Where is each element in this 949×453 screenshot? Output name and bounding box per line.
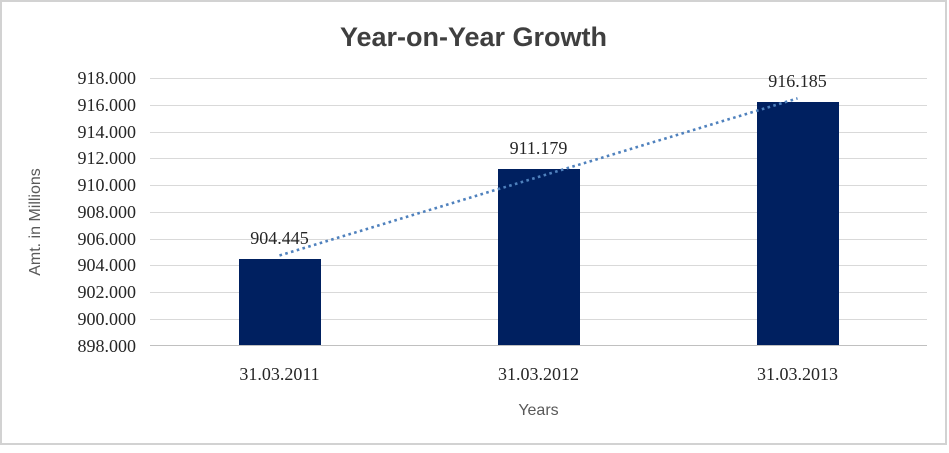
y-axis-tick-label: 898.000 [77, 335, 137, 356]
bar [238, 259, 321, 346]
y-axis-tick-label: 906.000 [77, 228, 137, 249]
y-axis-tick-label: 902.000 [77, 282, 137, 302]
y-axis-tick-label: 900.000 [77, 308, 137, 329]
y-axis-tick-label: 904.000 [77, 255, 137, 276]
x-axis-tick-label: 31.03.2011 [239, 364, 320, 384]
bar [756, 102, 839, 346]
y-axis-tick-label: 910.000 [77, 175, 137, 195]
y-axis-tick-label: 916.000 [77, 94, 137, 115]
y-axis-tick-label: 918.000 [77, 68, 137, 88]
chart-title: Year-on-Year Growth [339, 22, 608, 52]
x-axis-tick-label: 31.03.2013 [757, 364, 838, 384]
y-axis-tick-label: 908.000 [77, 201, 137, 222]
bar-value-label: 911.179 [509, 138, 568, 159]
x-axis-title: Years [518, 402, 559, 419]
bar-value-label: 916.185 [768, 71, 827, 92]
x-axis-tick-label: 31.03.2012 [498, 364, 579, 384]
gridline [150, 78, 927, 79]
bar-value-label: 904.445 [250, 228, 309, 249]
y-axis-tick-label: 914.000 [77, 121, 137, 142]
bar [497, 169, 580, 346]
y-axis-tick-label: 912.000 [77, 148, 137, 169]
x-axis-line [150, 345, 927, 346]
